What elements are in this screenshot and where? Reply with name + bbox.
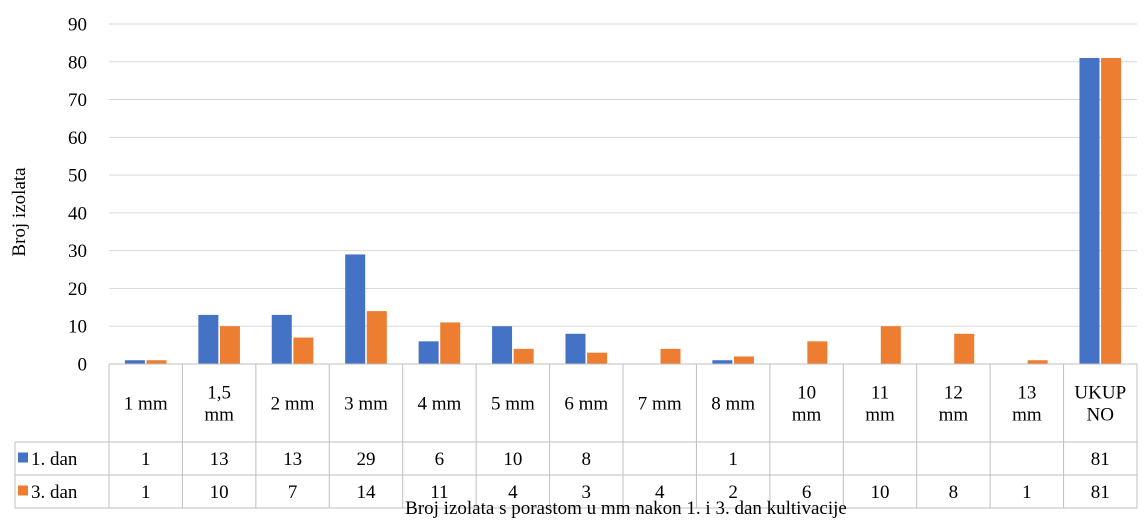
y-tick-label: 0 — [78, 355, 88, 376]
x-tick-label: 7 mm — [638, 394, 682, 415]
bar-1-dan — [492, 326, 513, 364]
bar-3-dan — [807, 341, 828, 364]
x-tick-label: 6 mm — [564, 394, 608, 415]
data-label: 11 — [430, 482, 448, 503]
data-label: 81 — [1091, 449, 1110, 470]
y-tick-label: 50 — [68, 166, 87, 187]
bar-3-dan — [440, 322, 461, 364]
x-tick-label: 12 mm — [939, 383, 969, 426]
data-label: 8 — [949, 482, 959, 503]
x-tick-label: UKUP NO — [1074, 383, 1126, 426]
y-tick-label: 40 — [68, 203, 87, 224]
data-label: 1 — [141, 449, 151, 470]
bar-3-dan — [733, 356, 754, 364]
bar-3-dan — [1027, 360, 1048, 364]
bar-1-dan — [198, 314, 219, 364]
data-label: 2 — [728, 482, 738, 503]
bar-1-dan — [712, 360, 733, 364]
data-label: 7 — [288, 482, 298, 503]
x-tick-label: 1,5 mm — [204, 383, 234, 426]
data-table: 1 mm 1,5 mm 2 mm 3 mm 4 mm 5 mm 6 mm 7 mm 8 mm 10 m… — [14, 363, 1138, 509]
bar-1-dan — [1079, 58, 1100, 364]
data-label: 10 — [210, 482, 229, 503]
gridlines — [109, 23, 1137, 327]
x-tick-label: 8 mm — [711, 394, 755, 415]
data-label: 8 — [582, 449, 592, 470]
bar-3-dan — [513, 348, 534, 364]
x-tick-label: 2 mm — [271, 394, 315, 415]
bar-3-dan — [587, 352, 608, 364]
legend-swatch — [18, 485, 28, 496]
data-label: 1 — [1022, 482, 1032, 503]
bar-1-dan — [418, 341, 439, 364]
data-label: 6 — [435, 449, 445, 470]
legend-label: 1. dan — [31, 449, 78, 470]
bar-1-dan — [345, 254, 366, 364]
x-tick-label: 4 mm — [418, 394, 462, 415]
bar-3-dan — [366, 311, 387, 364]
x-tick-label: 3 mm — [344, 394, 388, 415]
y-tick-label: 80 — [68, 52, 87, 73]
x-tick-label: 10 mm — [792, 383, 822, 426]
bar-1-dan — [124, 360, 145, 364]
bar-3-dan — [219, 326, 240, 364]
bar-3-dan — [146, 360, 167, 364]
bar-3-dan — [880, 326, 901, 364]
x-tick-label: 5 mm — [491, 394, 535, 415]
bars — [124, 58, 1122, 364]
bar-1-dan — [271, 314, 292, 364]
data-label: 4 — [508, 482, 518, 503]
data-label: 81 — [1091, 482, 1110, 503]
y-axis-label: Broj izolata — [9, 167, 30, 257]
legend-swatch — [18, 452, 28, 463]
bar-3-dan — [660, 348, 681, 364]
bar-3-dan — [293, 337, 314, 364]
bar-3-dan — [1101, 58, 1122, 364]
x-tick-label: 1 mm — [124, 394, 168, 415]
x-tick-label: 13 mm — [1012, 383, 1042, 426]
data-label: 29 — [357, 449, 376, 470]
data-label: 13 — [210, 449, 229, 470]
data-label: 1 — [141, 482, 151, 503]
data-label: 1 — [728, 449, 738, 470]
y-axis-ticks: 0 10 20 30 40 50 60 70 80 90 — [68, 15, 87, 376]
x-tick-label: 11 mm — [865, 383, 895, 426]
data-label: 6 — [802, 482, 812, 503]
data-label: 13 — [283, 449, 302, 470]
y-tick-label: 30 — [68, 241, 87, 262]
data-label: 10 — [871, 482, 890, 503]
y-tick-label: 70 — [68, 90, 87, 111]
bar-1-dan — [565, 333, 586, 364]
x-axis-label: Broj izolata s porastom u mm nakon 1. i … — [405, 498, 847, 519]
data-label: 4 — [655, 482, 665, 503]
data-label: 14 — [357, 482, 377, 503]
y-tick-label: 90 — [68, 15, 87, 36]
y-tick-label: 10 — [68, 317, 87, 338]
bar-3-dan — [954, 333, 975, 364]
y-tick-label: 60 — [68, 128, 87, 149]
data-label: 10 — [503, 449, 522, 470]
legend-label: 3. dan — [31, 482, 78, 503]
data-label: 3 — [582, 482, 592, 503]
y-tick-label: 20 — [68, 279, 87, 300]
